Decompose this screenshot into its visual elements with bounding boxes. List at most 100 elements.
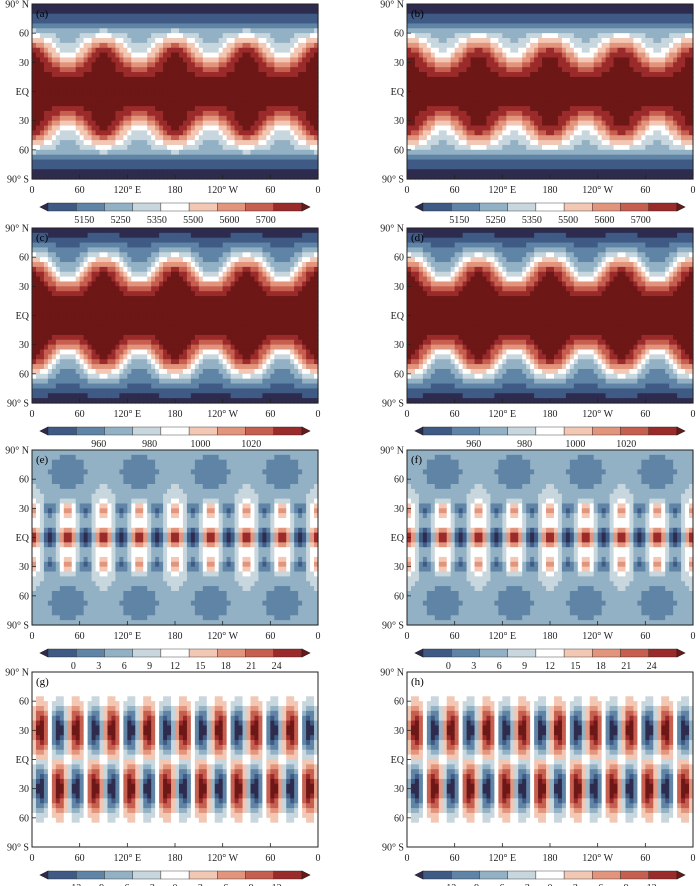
field-cell bbox=[198, 62, 204, 68]
field-cell bbox=[139, 149, 144, 156]
field-cell bbox=[522, 72, 527, 78]
field-cell bbox=[665, 33, 670, 39]
field-cell bbox=[186, 8, 192, 15]
field-cell bbox=[577, 57, 583, 63]
field-cell bbox=[657, 18, 662, 25]
field-cell bbox=[629, 8, 635, 15]
field-cell bbox=[55, 174, 61, 180]
field-cell bbox=[490, 23, 495, 29]
field-cell bbox=[210, 72, 216, 78]
field-cell bbox=[135, 101, 140, 107]
field-cell bbox=[95, 91, 101, 97]
field-cell bbox=[414, 62, 420, 68]
field-cell bbox=[434, 120, 440, 127]
field-cell bbox=[657, 140, 662, 146]
field-cell bbox=[210, 52, 216, 59]
field-cell bbox=[59, 33, 65, 39]
field-cell bbox=[123, 86, 128, 93]
field-cell bbox=[546, 57, 551, 63]
field-cell bbox=[617, 144, 623, 151]
field-cell bbox=[190, 8, 196, 15]
field-cell bbox=[178, 76, 184, 83]
field-cell bbox=[202, 72, 208, 78]
field-cell bbox=[410, 159, 416, 166]
field-cell bbox=[613, 135, 619, 141]
field-cell bbox=[67, 13, 73, 20]
field-cell bbox=[214, 72, 220, 78]
field-cell bbox=[410, 33, 416, 39]
field-cell bbox=[246, 18, 252, 25]
field-cell bbox=[119, 120, 124, 127]
field-cell bbox=[306, 91, 311, 97]
field-cell bbox=[135, 144, 140, 151]
field-cell bbox=[131, 57, 136, 63]
field-cell bbox=[175, 125, 180, 131]
field-cell bbox=[190, 120, 196, 127]
field-cell bbox=[282, 144, 287, 151]
field-cell bbox=[466, 91, 472, 97]
field-cell bbox=[661, 42, 666, 49]
field-cell bbox=[178, 86, 184, 93]
field-cell bbox=[438, 18, 444, 25]
field-cell bbox=[147, 169, 152, 175]
field-cell bbox=[434, 101, 440, 107]
field-cell bbox=[63, 115, 69, 122]
field-cell bbox=[414, 96, 420, 102]
field-cell bbox=[665, 86, 670, 93]
field-cell bbox=[178, 140, 184, 146]
field-cell bbox=[178, 106, 184, 112]
field-cell bbox=[99, 28, 105, 34]
field-cell bbox=[466, 42, 472, 49]
field-cell bbox=[514, 76, 519, 83]
field-cell bbox=[71, 13, 77, 20]
field-cell bbox=[645, 33, 650, 39]
field-cell bbox=[210, 159, 216, 166]
field-cell bbox=[171, 18, 176, 25]
field-cell bbox=[561, 115, 567, 122]
field-cell bbox=[601, 57, 607, 63]
field-cell bbox=[171, 91, 176, 97]
field-cell bbox=[617, 106, 623, 112]
field-cell bbox=[71, 149, 77, 156]
field-cell bbox=[430, 47, 436, 54]
field-cell bbox=[689, 140, 694, 146]
field-cell bbox=[258, 72, 263, 78]
field-cell bbox=[530, 91, 535, 97]
field-cell bbox=[95, 140, 101, 146]
field-cell bbox=[246, 135, 252, 141]
field-cell bbox=[689, 42, 694, 49]
field-cell bbox=[290, 135, 295, 141]
field-cell bbox=[51, 115, 57, 122]
field-cell bbox=[669, 120, 674, 127]
field-cell bbox=[510, 52, 515, 59]
field-cell bbox=[290, 91, 295, 97]
field-cell bbox=[111, 174, 117, 180]
field-cell bbox=[32, 149, 37, 156]
field-cell bbox=[55, 42, 61, 49]
field-cell bbox=[258, 52, 263, 59]
field-cell bbox=[51, 62, 57, 68]
field-cell bbox=[657, 81, 662, 88]
field-cell bbox=[677, 23, 682, 29]
colorbar-segment bbox=[104, 202, 133, 212]
field-cell bbox=[32, 67, 37, 73]
field-cell bbox=[47, 13, 53, 20]
field-cell bbox=[553, 154, 559, 161]
field-cell bbox=[538, 52, 543, 59]
field-cell bbox=[35, 91, 41, 97]
field-cell bbox=[625, 18, 631, 25]
field-cell bbox=[633, 67, 638, 73]
field-cell bbox=[538, 115, 543, 122]
field-cell bbox=[474, 67, 480, 73]
field-cell bbox=[442, 149, 448, 156]
field-cell bbox=[581, 28, 587, 34]
field-cell bbox=[254, 149, 260, 156]
field-cell bbox=[407, 154, 412, 161]
field-cell bbox=[633, 4, 638, 10]
field-cell bbox=[159, 86, 164, 93]
field-cell bbox=[91, 76, 97, 83]
field-cell bbox=[422, 42, 428, 49]
field-cell bbox=[278, 23, 283, 29]
field-cell bbox=[458, 96, 464, 102]
field-cell bbox=[155, 81, 160, 88]
